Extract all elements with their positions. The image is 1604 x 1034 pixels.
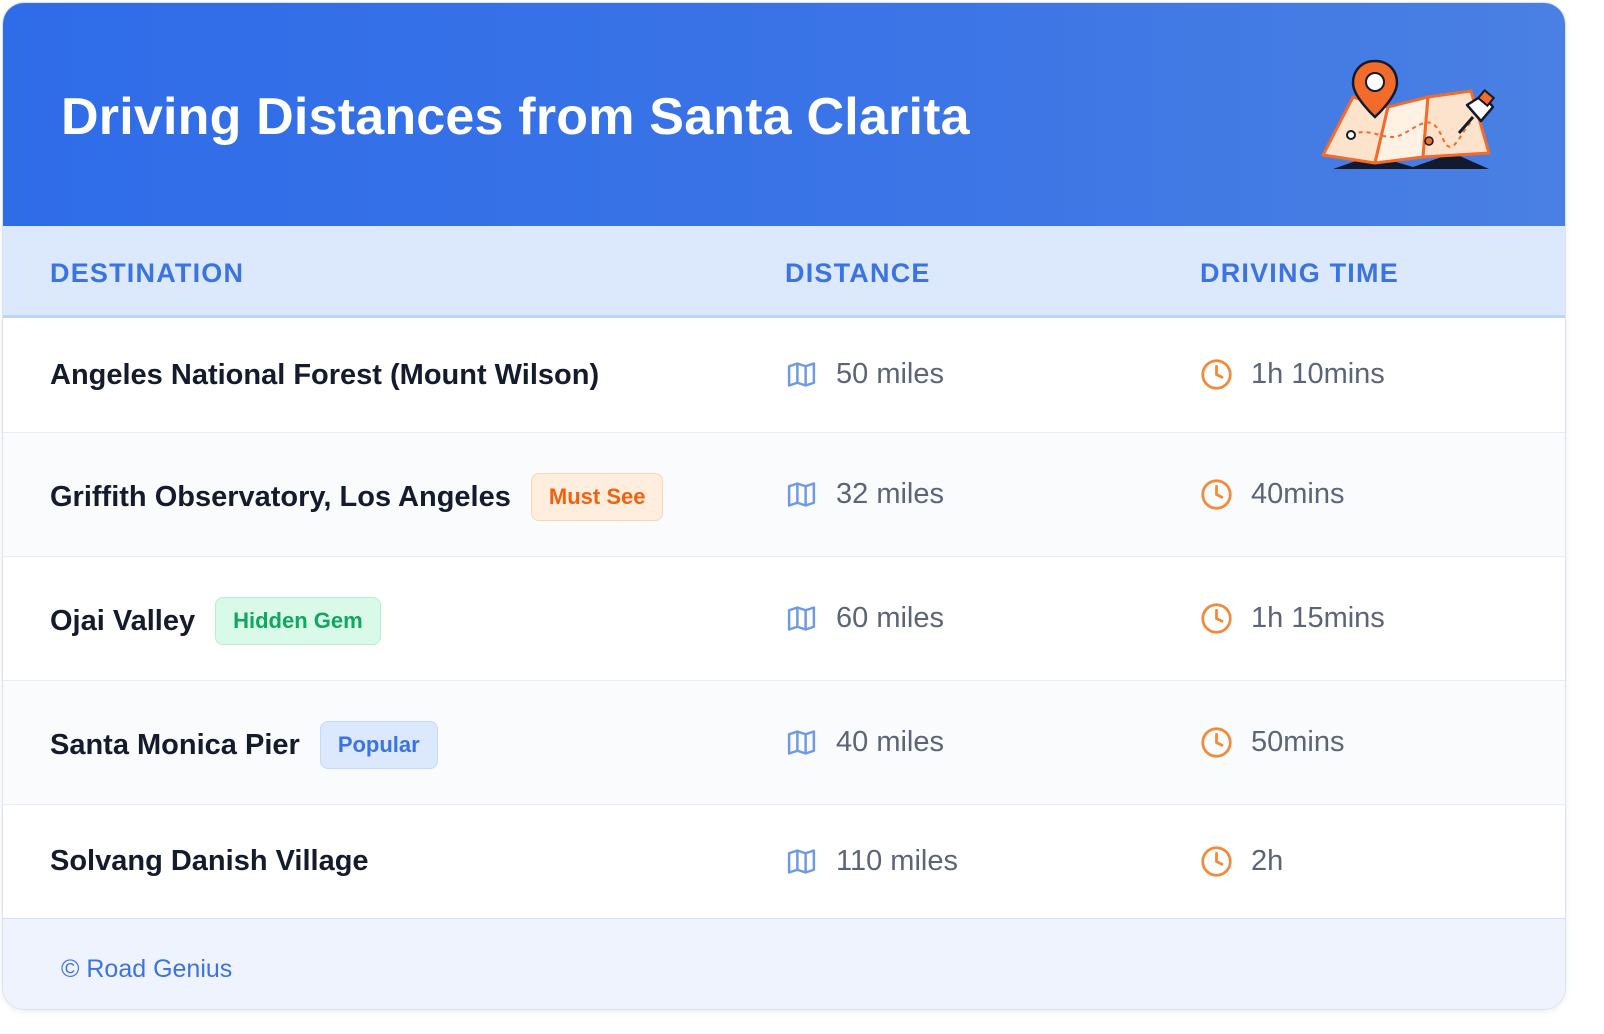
clock-icon (1201, 359, 1232, 390)
card-footer: © Road Genius (3, 918, 1565, 1009)
table-row: Angeles National Forest (Mount Wilson) 5… (3, 318, 1565, 433)
time-value: 2h (1251, 845, 1284, 877)
distance-cell: 50 miles (785, 358, 944, 391)
destination-cell: Ojai Valley Hidden Gem (50, 597, 381, 645)
clock-icon (1201, 603, 1232, 634)
time-cell: 50mins (1200, 726, 1345, 759)
time-cell: 40mins (1200, 478, 1345, 511)
page-title: Driving Distances from Santa Clarita (61, 88, 970, 146)
hidden-gem-badge: Hidden Gem (215, 597, 381, 645)
destination-cell: Santa Monica Pier Popular (50, 721, 438, 769)
time-value: 1h 10mins (1251, 358, 1385, 390)
clock-icon (1201, 727, 1232, 758)
destination-name: Angeles National Forest (Mount Wilson) (50, 359, 600, 391)
table-row: Griffith Observatory, Los Angeles Must S… (3, 433, 1565, 557)
must-see-badge: Must See (530, 473, 664, 521)
distance-cell: 110 miles (785, 845, 958, 878)
destination-name: Solvang Danish Village (50, 845, 369, 877)
map-icon (787, 730, 816, 755)
card-header: Driving Distances from Santa Clarita (3, 3, 1565, 226)
destination-cell: Griffith Observatory, Los Angeles Must S… (50, 473, 664, 521)
destination-name: Ojai Valley (50, 604, 196, 637)
popular-badge: Popular (319, 721, 438, 769)
distance-card: Driving Distances from Santa Clarita DES… (2, 2, 1566, 1010)
time-cell: 1h 15mins (1200, 602, 1385, 635)
distance-value: 50 miles (836, 358, 944, 390)
distance-cell: 32 miles (785, 478, 944, 511)
clock-icon (1201, 479, 1232, 510)
distance-cell: 60 miles (785, 602, 944, 635)
column-header-destination: DESTINATION (50, 258, 245, 288)
column-header-distance: DISTANCE (785, 258, 931, 288)
distance-value: 110 miles (836, 845, 958, 877)
time-value: 50mins (1251, 726, 1345, 758)
map-icon (787, 606, 816, 631)
table-row: Solvang Danish Village 110 miles 2h (3, 805, 1565, 918)
table-row: Santa Monica Pier Popular 40 miles 50min… (3, 681, 1565, 805)
time-value: 40mins (1251, 478, 1345, 510)
table-row: Ojai Valley Hidden Gem 60 miles 1h 15min… (3, 557, 1565, 681)
time-value: 1h 15mins (1251, 602, 1385, 634)
time-cell: 2h (1200, 845, 1283, 878)
column-header-driving-time: DRIVING TIME (1200, 258, 1399, 288)
destination-cell: Solvang Danish Village (50, 845, 369, 878)
time-cell: 1h 10mins (1200, 358, 1385, 391)
distance-value: 40 miles (836, 726, 944, 758)
folded-map-with-location-pin-icon (1321, 59, 1496, 169)
clock-icon (1201, 846, 1232, 877)
map-icon (787, 482, 816, 507)
map-icon (787, 362, 816, 387)
copyright-credit: © Road Genius (61, 955, 233, 983)
distance-cell: 40 miles (785, 726, 944, 759)
destination-name: Santa Monica Pier (50, 728, 300, 761)
distance-value: 60 miles (836, 602, 944, 634)
destination-name: Griffith Observatory, Los Angeles (50, 480, 511, 513)
distance-value: 32 miles (836, 478, 944, 510)
destination-cell: Angeles National Forest (Mount Wilson) (50, 359, 599, 392)
table-header: DESTINATION DISTANCE DRIVING TIME (3, 226, 1565, 318)
map-icon (787, 849, 816, 874)
